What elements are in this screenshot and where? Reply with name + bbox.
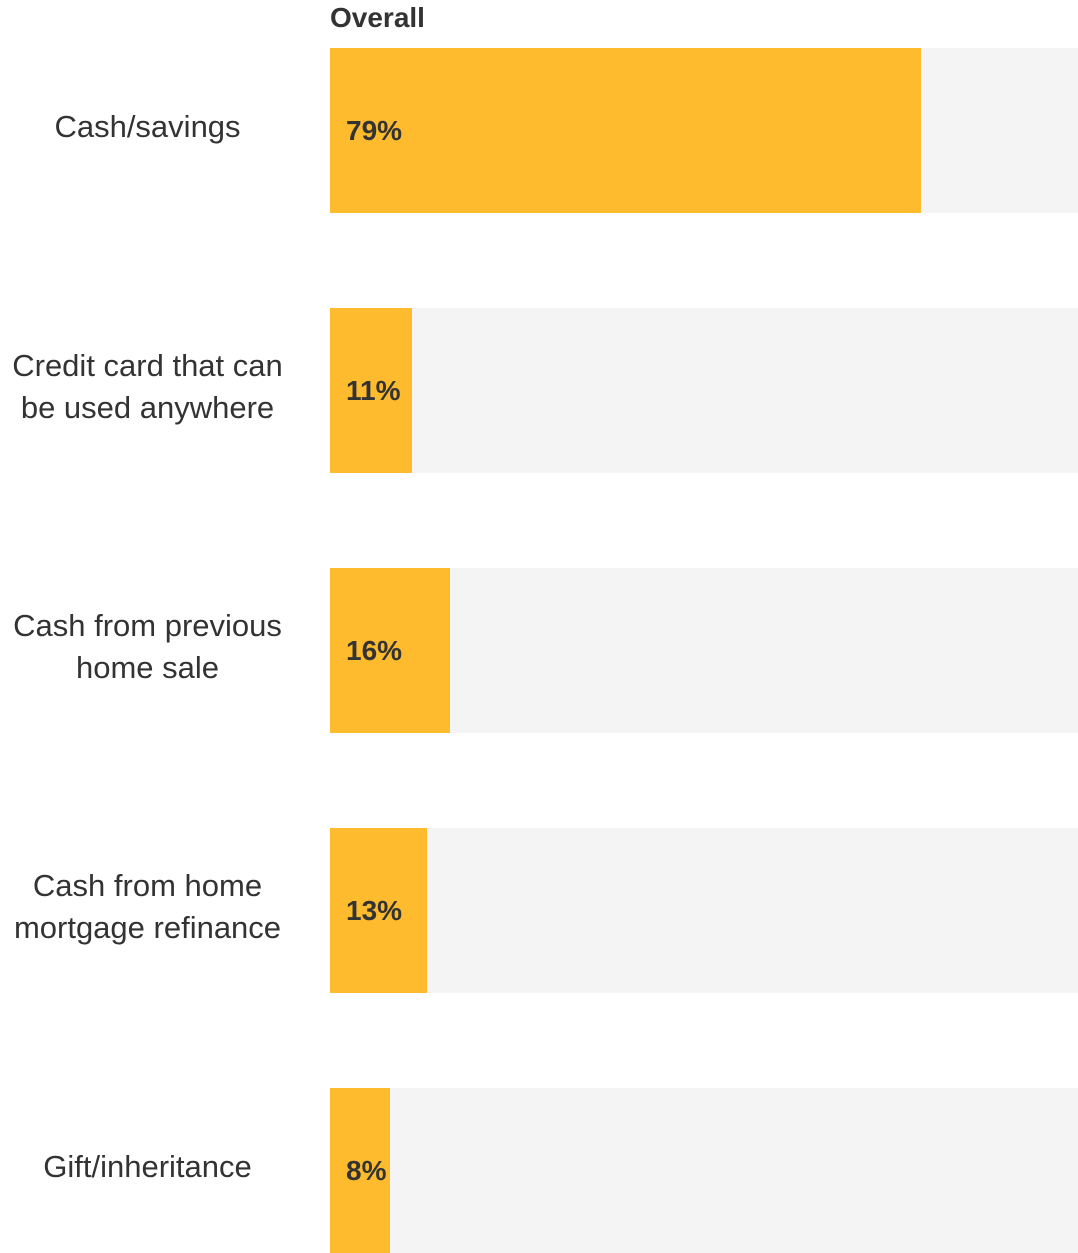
bar [330,1088,390,1253]
bar [330,828,428,993]
bar-track [330,1088,1078,1253]
category-label: Credit card that can be used anywhere [12,347,283,425]
value-label: 79% [346,115,403,146]
category-label: Cash from previous home sale [13,607,282,685]
chart-title: Overall [330,2,425,33]
value-label: 8% [346,1155,387,1186]
value-label: 11% [346,375,401,406]
bar-track [330,48,1078,213]
category-label: Cash from home mortgage refinance [13,867,282,945]
value-label: 13% [346,895,403,926]
bar [330,48,921,213]
bar-track [330,568,1078,733]
value-label: 16% [346,635,403,666]
category-label: Cash/savings [54,108,241,144]
category-label: Gift/inheritance [43,1148,252,1184]
bar-track [330,308,1078,473]
bar [330,568,450,733]
bar [330,308,413,473]
bar-track [330,828,1078,993]
